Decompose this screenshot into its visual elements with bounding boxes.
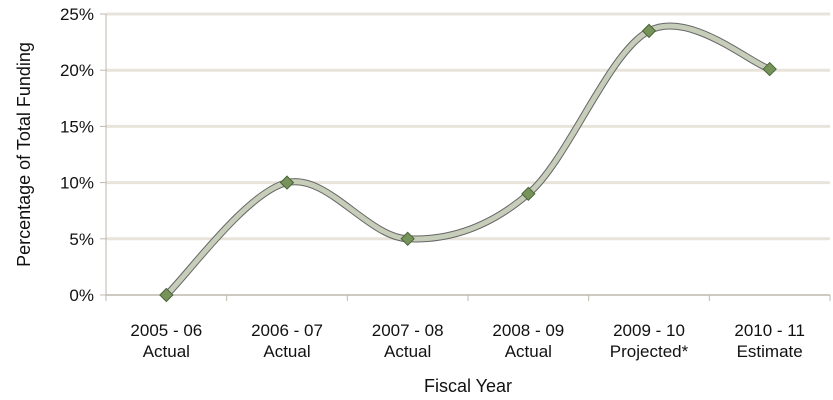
y-tick-label: 15% [60,117,94,136]
y-axis-title: Percentage of Total Funding [14,42,34,267]
x-tick-label: 2010 - 11 Estimate [734,321,805,361]
y-tick-label: 25% [60,5,94,24]
series-line-fill [163,23,773,298]
x-tick-label: 2005 - 06 Actual [130,321,202,361]
y-tick-label: 5% [69,230,94,249]
data-point-marker [762,61,777,77]
series-line [162,22,774,299]
x-tick-label: 2007 - 08 Actual [372,321,444,361]
axes [100,13,831,301]
x-tick-label: 2008 - 09 Actual [492,321,564,361]
series-line-outline [162,22,774,299]
x-tick-labels: 2005 - 06 Actual 2006 - 07 Actual 2007 - 08 A… [130,321,805,361]
data-point-marker [641,23,657,39]
y-tick-label: 10% [60,174,94,193]
x-tick-label: 2006 - 07 Actual [251,321,323,361]
data-point-marker [521,186,536,202]
data-markers [159,23,777,303]
data-point-marker [159,287,174,303]
y-tick-labels: 0% 5% 10% 15% 20% 25% [60,5,94,305]
gridlines [106,12,830,241]
x-tick-label: 2009 - 10 Projected* [610,321,689,361]
data-point-marker [279,175,295,190]
y-tick-label: 20% [60,61,94,80]
x-axis-title: Fiscal Year [424,376,512,396]
data-point-marker [400,231,415,247]
y-tick-label: 0% [69,286,94,305]
